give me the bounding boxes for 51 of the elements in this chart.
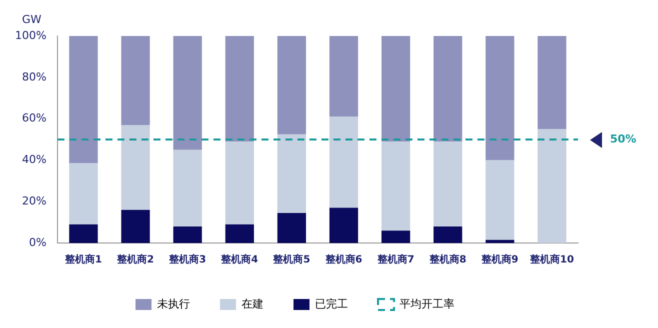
bar xyxy=(69,163,98,224)
bar xyxy=(173,150,202,226)
x-tick-label: 整机商10 xyxy=(529,254,574,266)
y-tick-label: 60% xyxy=(22,112,46,125)
bar xyxy=(121,125,150,210)
y-axis-title: GW xyxy=(22,12,42,26)
bar xyxy=(381,230,410,243)
y-tick-label: 0% xyxy=(28,236,46,249)
bar xyxy=(434,226,462,243)
bar xyxy=(381,142,410,231)
legend-label: 已完工 xyxy=(315,297,348,310)
y-tick-label: 40% xyxy=(22,153,46,166)
x-tick-label: 整机商4 xyxy=(220,254,258,266)
legend-label: 平均开工率 xyxy=(400,297,454,310)
bar xyxy=(69,36,98,164)
x-tick-label: 整机商9 xyxy=(480,254,518,266)
bar xyxy=(121,210,150,243)
bar xyxy=(69,224,98,243)
bar xyxy=(486,36,514,160)
y-tick-label: 100% xyxy=(14,28,46,42)
text: 50% xyxy=(610,132,636,146)
y-tick-label: 80% xyxy=(22,70,46,84)
bar xyxy=(486,160,514,240)
bar xyxy=(225,224,254,243)
x-tick-label: 整机商1 xyxy=(64,254,102,266)
bar xyxy=(538,129,566,243)
x-tick-label: 整机商2 xyxy=(116,254,154,266)
bar xyxy=(381,36,410,142)
x-tick-label: 整机商6 xyxy=(324,254,362,266)
y-tick-label: 20% xyxy=(22,194,46,208)
bar xyxy=(329,116,358,208)
bar xyxy=(121,36,150,126)
legend-label: 在建 xyxy=(242,297,264,310)
bar xyxy=(173,226,202,243)
bar xyxy=(225,36,254,142)
bar xyxy=(173,36,202,150)
x-tick-label: 整机商7 xyxy=(376,254,414,266)
bar xyxy=(486,240,514,243)
bar xyxy=(329,208,358,243)
x-tick-label: 整机商8 xyxy=(428,254,466,266)
bar xyxy=(277,36,306,134)
bar xyxy=(538,36,566,130)
bar xyxy=(434,36,462,142)
bar xyxy=(225,142,254,224)
bar xyxy=(434,142,462,226)
legend-label: 未执行 xyxy=(157,297,190,310)
bar xyxy=(277,212,306,243)
bar xyxy=(329,36,358,117)
bar xyxy=(277,134,306,213)
x-tick-label: 整机商5 xyxy=(272,254,310,266)
x-tick-label: 整机商3 xyxy=(168,254,206,266)
